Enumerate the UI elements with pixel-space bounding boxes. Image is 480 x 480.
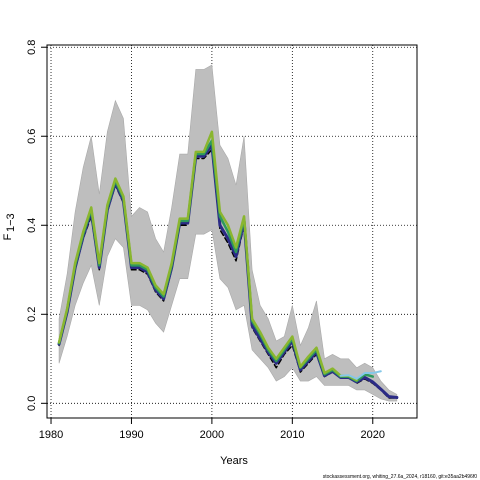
series-line-5 bbox=[339, 370, 382, 380]
x-axis-title: Years bbox=[220, 455, 248, 467]
axis-layer: 1980 1990 2000 2010 2020 0.0 0.2 0.4 0.6 0.8 bbox=[26, 40, 385, 441]
x-tick-label: 1990 bbox=[119, 429, 143, 441]
y-tick-label: 0.2 bbox=[26, 307, 38, 322]
y-tick-label: 0.6 bbox=[26, 129, 38, 144]
x-tick-label: 2000 bbox=[200, 429, 224, 441]
series-layer bbox=[57, 130, 399, 400]
x-tick-label: 1980 bbox=[39, 429, 63, 441]
footnote: stockassessment.org, whiting_27.6a_2024,… bbox=[323, 474, 477, 480]
x-tick-label: 2020 bbox=[361, 429, 385, 441]
x-tick-label: 2010 bbox=[280, 429, 304, 441]
y-tick-label: 0.4 bbox=[26, 218, 38, 233]
series-line-4 bbox=[57, 130, 358, 382]
y-axis-title: F bbox=[2, 233, 14, 240]
y-axis-title-subscript: 1−3 bbox=[5, 213, 17, 232]
plot-frame bbox=[46, 44, 418, 419]
y-tick-label: 0.0 bbox=[26, 396, 38, 411]
y-tick-label: 0.8 bbox=[26, 40, 38, 55]
